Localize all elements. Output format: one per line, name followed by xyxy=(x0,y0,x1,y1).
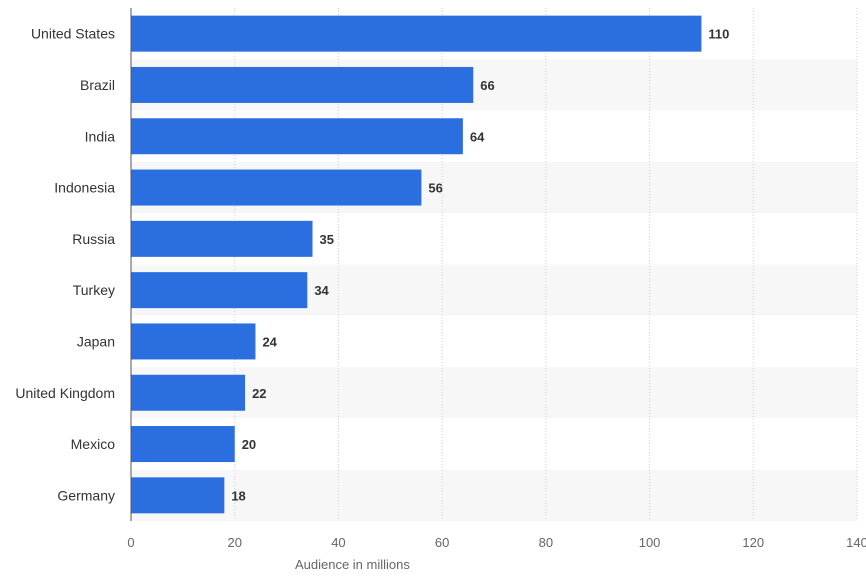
value-label: 18 xyxy=(231,488,245,503)
bar[interactable] xyxy=(131,272,308,309)
x-tick-label: 120 xyxy=(742,535,764,550)
category-label: Turkey xyxy=(73,282,115,298)
category-label: Germany xyxy=(57,487,115,503)
category-label: Russia xyxy=(72,231,115,247)
bar[interactable] xyxy=(131,15,702,52)
category-label: Japan xyxy=(77,333,115,349)
x-tick-label: 20 xyxy=(227,535,241,550)
x-tick-label: 80 xyxy=(539,535,553,550)
value-label: 24 xyxy=(262,334,277,349)
bar[interactable] xyxy=(131,426,235,463)
value-label: 22 xyxy=(252,386,266,401)
x-tick-label: 40 xyxy=(331,535,345,550)
row-band xyxy=(131,367,857,419)
category-label: Mexico xyxy=(71,436,116,452)
bar[interactable] xyxy=(131,66,474,103)
value-label: 66 xyxy=(480,78,494,93)
value-labels: 110 66 64 56 35 34 24 22 20 18 xyxy=(231,27,729,504)
x-tick-label: 60 xyxy=(435,535,449,550)
row-band xyxy=(131,469,857,521)
bar[interactable] xyxy=(131,477,225,514)
category-label: United Kingdom xyxy=(15,385,115,401)
category-label: India xyxy=(85,128,116,144)
value-label: 20 xyxy=(242,437,256,452)
bar[interactable] xyxy=(131,169,422,206)
x-tick-label: 100 xyxy=(639,535,661,550)
value-label: 64 xyxy=(470,129,485,144)
bars xyxy=(131,15,702,514)
value-label: 110 xyxy=(708,27,729,42)
value-label: 35 xyxy=(320,232,334,247)
x-tick-label: 0 xyxy=(127,535,134,550)
category-label: Brazil xyxy=(80,77,115,93)
value-label: 56 xyxy=(428,181,442,196)
x-axis-title: Audience in millions xyxy=(295,557,410,572)
row-backgrounds xyxy=(131,59,857,521)
category-label: United States xyxy=(31,26,115,42)
bar[interactable] xyxy=(131,220,313,257)
category-label: Indonesia xyxy=(54,180,115,196)
bar[interactable] xyxy=(131,374,246,411)
x-tick-labels: 0 20 40 60 80 100 120 140 xyxy=(127,535,866,550)
value-label: 34 xyxy=(314,283,329,298)
bar[interactable] xyxy=(131,323,256,360)
x-tick-label: 140 xyxy=(846,535,866,550)
bar[interactable] xyxy=(131,118,463,155)
category-labels: United States Brazil India Indonesia Russia T… xyxy=(15,26,115,504)
